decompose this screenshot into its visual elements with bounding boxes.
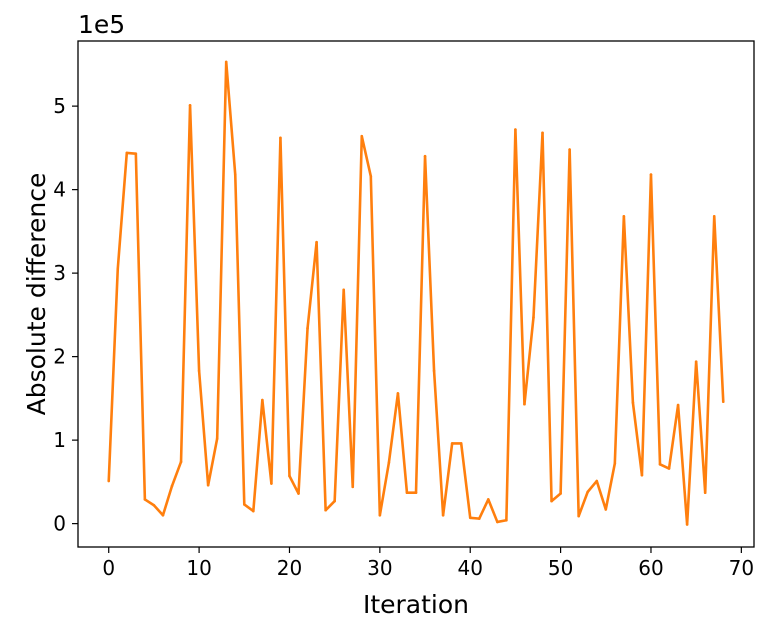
data-point [351, 485, 355, 489]
data-point [432, 369, 436, 373]
data-point [414, 491, 418, 495]
data-point [577, 514, 580, 518]
data-point [631, 401, 635, 404]
x-tick-label: 20 [277, 556, 302, 580]
data-point [107, 479, 111, 483]
data-point [297, 492, 300, 495]
data-point [197, 369, 201, 373]
series-line [107, 60, 725, 526]
y-tick-label: 4 [53, 178, 66, 202]
data-point [568, 148, 571, 151]
data-point [288, 474, 291, 478]
data-point [387, 461, 391, 464]
data-point [306, 326, 309, 330]
data-point [712, 215, 716, 218]
data-point [514, 128, 517, 131]
x-tick-label: 50 [548, 556, 573, 580]
data-point [586, 490, 590, 494]
y-tick-label: 0 [53, 512, 66, 536]
data-point [468, 516, 472, 520]
x-tick-label: 30 [367, 556, 392, 580]
axis-ticks: 0 10 20 30 40 50 60 70 0 1 2 3 4 5 [53, 94, 754, 580]
data-point [215, 437, 219, 440]
data-point [242, 503, 246, 506]
data-point [369, 174, 373, 178]
x-tick-label: 40 [457, 556, 482, 580]
data-point [143, 498, 147, 501]
y-axis-label: Absolute difference [22, 173, 51, 416]
x-axis-label: Iteration [363, 590, 469, 619]
data-point [505, 518, 508, 522]
data-point [541, 131, 544, 135]
data-point [658, 463, 662, 466]
y-tick-label: 2 [53, 345, 66, 369]
data-point [523, 402, 526, 406]
x-tick-label: 70 [729, 556, 754, 580]
data-point [396, 392, 400, 395]
data-point [694, 360, 698, 363]
data-point [279, 136, 282, 140]
y-tick-label: 1 [53, 428, 66, 452]
data-point [116, 267, 120, 271]
data-point [441, 513, 445, 517]
data-point [134, 152, 138, 156]
data-point [233, 173, 237, 176]
data-point [459, 442, 463, 445]
y-tick-label: 5 [53, 94, 66, 118]
data-point [224, 60, 228, 64]
data-point [206, 483, 210, 487]
data-point [188, 103, 192, 107]
data-point [342, 288, 346, 292]
data-point [161, 513, 165, 517]
data-point [622, 215, 626, 218]
series-layer [107, 60, 725, 526]
data-point [423, 154, 427, 158]
data-point [595, 479, 599, 483]
data-point [604, 508, 608, 511]
data-point [405, 491, 409, 495]
data-point [261, 398, 264, 402]
y-tick-label: 3 [53, 261, 66, 285]
data-point [496, 520, 499, 524]
data-point [270, 482, 273, 485]
data-point [170, 484, 174, 488]
data-point [703, 491, 707, 495]
data-point [360, 134, 364, 138]
data-point [378, 513, 382, 517]
data-point [252, 509, 255, 513]
data-point [333, 499, 336, 503]
data-point [179, 460, 183, 464]
data-point [667, 467, 671, 470]
data-point [315, 240, 318, 244]
data-point [721, 400, 725, 404]
data-point [152, 503, 156, 507]
data-point [676, 403, 680, 407]
data-point [125, 151, 129, 155]
x-tick-label: 60 [638, 556, 663, 580]
data-point [613, 462, 617, 465]
data-point [450, 442, 454, 445]
data-point [324, 508, 327, 512]
data-point [550, 499, 553, 503]
data-point [477, 517, 481, 520]
y-offset-label: 1e5 [78, 10, 125, 39]
x-tick-label: 0 [102, 556, 115, 580]
data-point [649, 173, 653, 176]
data-point [640, 473, 644, 477]
data-point [559, 492, 562, 495]
plot-frame [77, 40, 755, 548]
data-point [685, 523, 689, 526]
data-point [532, 316, 535, 319]
x-tick-label: 10 [186, 556, 211, 580]
data-point [486, 498, 490, 501]
